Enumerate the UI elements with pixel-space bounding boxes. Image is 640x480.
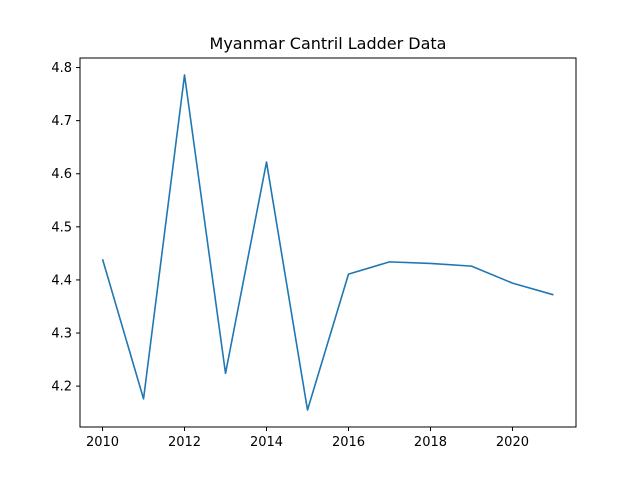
y-tick-label: 4.2 <box>51 380 72 395</box>
x-tick-label: 2016 <box>332 435 365 450</box>
y-tick-label: 4.6 <box>51 167 72 182</box>
data-point <box>388 260 391 263</box>
data-point <box>470 265 473 268</box>
data-point <box>101 258 104 261</box>
y-tick-label: 4.7 <box>51 114 72 129</box>
x-tick-label: 2018 <box>414 435 447 450</box>
plot-area: 2010 2012 2014 2016 2018 2020 4.2 4.3 4.4 4.5 4.6… <box>51 57 577 450</box>
data-point <box>347 273 350 276</box>
y-tick-label: 4.4 <box>51 273 72 288</box>
x-tick-label: 2014 <box>250 435 283 450</box>
data-point <box>142 397 145 400</box>
x-tick-label: 2012 <box>168 435 201 450</box>
data-point <box>183 73 186 76</box>
y-tick-label: 4.3 <box>51 327 72 342</box>
series-line <box>101 74 554 411</box>
x-axis: 2010 2012 2014 2016 2018 2020 <box>86 427 529 450</box>
y-axis: 4.2 4.3 4.4 4.5 4.6 4.7 4.8 <box>51 61 80 395</box>
data-point <box>552 293 555 296</box>
x-tick-label: 2020 <box>496 435 529 450</box>
series-layer <box>101 73 555 412</box>
data-point <box>511 282 514 285</box>
data-point <box>265 161 268 164</box>
y-tick-label: 4.8 <box>51 61 72 76</box>
y-tick-label: 4.5 <box>51 220 72 235</box>
chart-title: Myanmar Cantril Ladder Data <box>210 34 447 53</box>
x-tick-label: 2010 <box>86 435 119 450</box>
plot-frame <box>79 57 577 428</box>
data-point <box>224 372 227 375</box>
data-point <box>429 262 432 265</box>
data-point <box>306 409 309 412</box>
